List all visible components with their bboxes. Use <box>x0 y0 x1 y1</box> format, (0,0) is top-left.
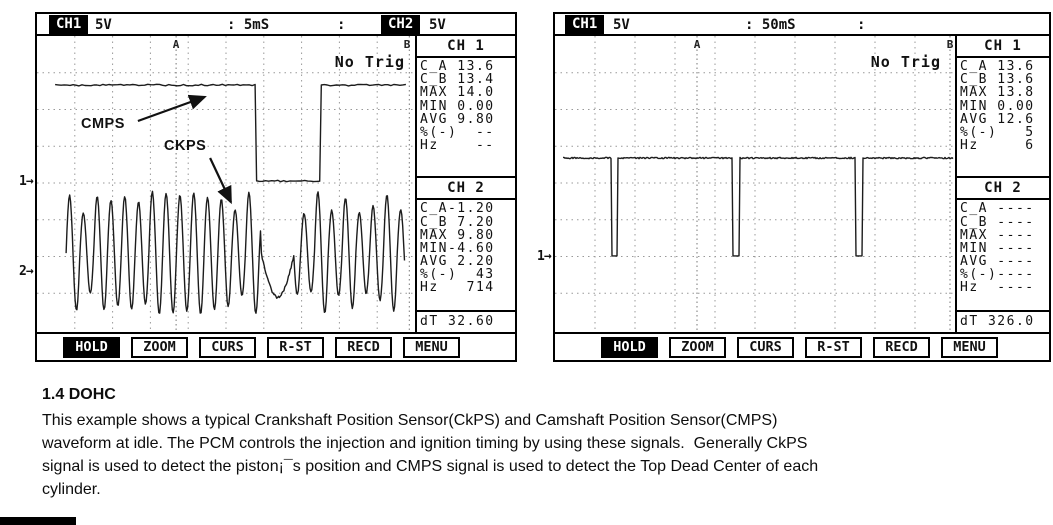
panel-gap <box>957 152 1049 176</box>
measurement-row: %(-)---- <box>960 267 1035 283</box>
cursor-b-label: B <box>403 38 411 51</box>
caption-line: This example shows a typical Crankshaft … <box>42 412 778 429</box>
oscilloscope-left: CH1 5V : 5mS : CH2 5V No Trig A B CMPS C… <box>19 12 517 362</box>
measurement-row: MIN 0.00 <box>420 98 495 114</box>
ch2-measurements: C_A-1.20 C_B 7.20 MAX 9.80 MIN-4.60 AVG … <box>417 200 515 296</box>
ckps-annotation: CKPS <box>164 138 207 154</box>
measurement-row: Hz 714 <box>420 280 495 296</box>
measurement-row: AVG 12.6 <box>960 111 1035 127</box>
measurement-row: C_B ---- <box>960 214 1035 230</box>
menu-button-zoom[interactable]: ZOOM <box>131 336 188 358</box>
cursor-b-label: B <box>946 38 954 51</box>
measurement-row: AVG 9.80 <box>420 111 495 127</box>
measurement-row: Hz -- <box>420 138 495 154</box>
measurement-row: C_B 13.6 <box>960 72 1035 88</box>
waveform-svg <box>555 36 955 330</box>
measurement-row: MAX 9.80 <box>420 227 495 243</box>
channel-1-marker: 1→ <box>19 174 34 189</box>
measurement-panel: CH 1 C_A 13.6 C_B 13.4 MAX 14.0 MIN 0.00… <box>415 36 515 332</box>
measurement-row: MAX ---- <box>960 227 1035 243</box>
ch2-section-title: CH 2 <box>957 176 1049 201</box>
measurement-row: Hz 6 <box>960 138 1035 154</box>
measurement-row: C_A-1.20 <box>420 201 495 217</box>
measurement-row: C_B 7.20 <box>420 214 495 230</box>
measurement-row: MIN 0.00 <box>960 98 1035 114</box>
oscilloscope-right: CH1 5V : 50mS : No Trig A B 1→ CH 1 C_A … <box>537 12 1051 362</box>
waveform-display: No Trig A B CMPS CKPS 1→ 2→ <box>19 36 415 332</box>
trigger-colon: : <box>337 17 346 33</box>
measurement-row: MAX 14.0 <box>420 85 495 101</box>
caption-block: 1.4 DOHC This example shows a typical Cr… <box>42 384 1037 501</box>
measurement-row: C_A 13.6 <box>960 59 1035 74</box>
menu-button-recd[interactable]: RECD <box>873 336 930 358</box>
ch1-chip: CH1 <box>565 15 605 34</box>
ch1-measurements: C_A 13.6 C_B 13.6 MAX 13.8 MIN 0.00 AVG … <box>957 58 1049 154</box>
measurement-row: MIN ---- <box>960 240 1035 256</box>
measurement-row: AVG 2.20 <box>420 254 495 270</box>
menu-button-hold[interactable]: HOLD <box>63 336 120 358</box>
menu-button-hold[interactable]: HOLD <box>601 336 658 358</box>
ch2-scale: 5V <box>429 17 446 33</box>
panel-spacer <box>957 295 1049 310</box>
ch1-scale: 5V <box>95 17 112 33</box>
menu-button-recd[interactable]: RECD <box>335 336 392 358</box>
measurement-row: Hz ---- <box>960 280 1035 296</box>
trigger-status: No Trig <box>334 53 405 71</box>
measurement-row: C_A 13.6 <box>420 59 495 74</box>
channel-2-marker: 2→ <box>19 264 34 279</box>
measurement-row: %(-) 43 <box>420 267 495 283</box>
measurement-row: MAX 13.8 <box>960 85 1035 101</box>
ch2-section-title: CH 2 <box>417 176 515 201</box>
trigger-status: No Trig <box>870 53 941 71</box>
delta-t-readout: dT 32.60 <box>417 310 515 332</box>
caption-line: cylinder. <box>42 481 101 498</box>
caption-line: signal is used to detect the piston¡¯s p… <box>42 458 819 475</box>
channel-1-marker: 1→ <box>537 249 552 264</box>
ch1-chip: CH1 <box>49 15 89 34</box>
menu-button-menu[interactable]: MENU <box>403 336 460 358</box>
scope-menubar: HOLD ZOOM CURS R-ST RECD MENU <box>37 332 515 360</box>
scope-statusbar: CH1 5V : 5mS : CH2 5V <box>37 14 515 36</box>
scope-menubar: HOLD ZOOM CURS R-ST RECD MENU <box>555 332 1049 360</box>
menu-button-zoom[interactable]: ZOOM <box>669 336 726 358</box>
caption-line: waveform at idle. The PCM controls the i… <box>42 435 808 452</box>
waveform-svg <box>37 36 415 330</box>
menu-button-curs[interactable]: CURS <box>199 336 256 358</box>
panel-spacer <box>417 295 515 310</box>
ch2-measurements: C_A ---- C_B ---- MAX ---- MIN ---- AVG … <box>957 200 1049 296</box>
measurement-row: %(-) 5 <box>960 124 1035 140</box>
section-heading: 1.4 DOHC <box>42 386 116 403</box>
ch1-section-title: CH 1 <box>957 36 1049 58</box>
panel-gap <box>417 152 515 176</box>
cursor-a-label: A <box>693 38 701 51</box>
waveform-display: No Trig A B 1→ <box>537 36 955 332</box>
measurement-row: C_B 13.4 <box>420 72 495 88</box>
trigger-colon: : <box>857 17 866 33</box>
menu-button-rst[interactable]: R-ST <box>805 336 862 358</box>
scope-statusbar: CH1 5V : 50mS : <box>555 14 1049 36</box>
ch1-section-title: CH 1 <box>417 36 515 58</box>
measurement-row: MIN-4.60 <box>420 240 495 256</box>
timebase: : 50mS <box>745 17 796 33</box>
delta-t-readout: dT 326.0 <box>957 310 1049 332</box>
measurement-row: C_A ---- <box>960 201 1035 217</box>
menu-button-rst[interactable]: R-ST <box>267 336 324 358</box>
scan-artifact-bar <box>0 517 76 525</box>
measurement-row: %(-) -- <box>420 124 495 140</box>
timebase: : 5mS <box>227 17 270 33</box>
cursor-a-label: A <box>172 38 180 51</box>
ch2-chip: CH2 <box>381 15 421 34</box>
cmps-annotation: CMPS <box>81 116 125 132</box>
menu-button-menu[interactable]: MENU <box>941 336 998 358</box>
ch1-scale: 5V <box>613 17 630 33</box>
menu-button-curs[interactable]: CURS <box>737 336 794 358</box>
measurement-panel: CH 1 C_A 13.6 C_B 13.6 MAX 13.8 MIN 0.00… <box>955 36 1049 332</box>
measurement-row: AVG ---- <box>960 254 1035 270</box>
ch1-measurements: C_A 13.6 C_B 13.4 MAX 14.0 MIN 0.00 AVG … <box>417 58 515 154</box>
